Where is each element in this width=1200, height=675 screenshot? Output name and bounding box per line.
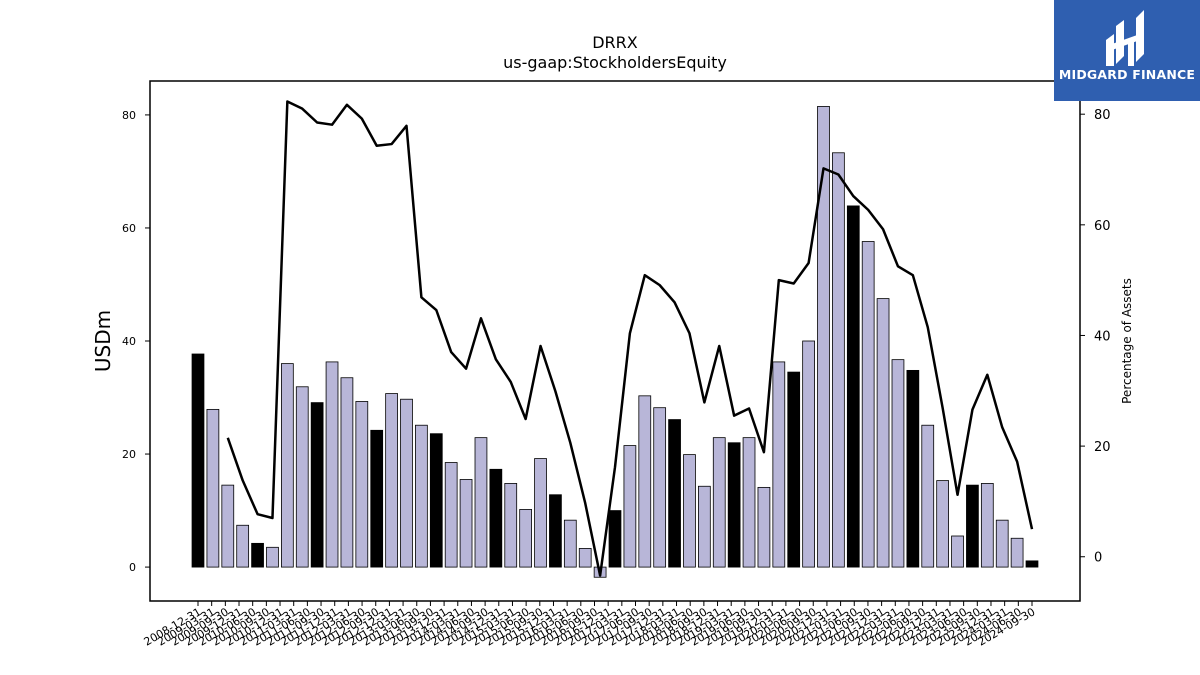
bar-14 bbox=[400, 398, 413, 568]
bar-53 bbox=[980, 483, 994, 568]
bar-12 bbox=[370, 429, 384, 568]
y2-tick-label: 40 bbox=[1094, 329, 1111, 344]
y-tick-label: 80 bbox=[122, 109, 136, 122]
chart-title: DRRX bbox=[592, 33, 638, 52]
bar-34 bbox=[698, 485, 711, 568]
bar-2 bbox=[221, 484, 235, 568]
bar-46 bbox=[876, 298, 890, 568]
bar-45 bbox=[861, 241, 875, 568]
bar-43 bbox=[832, 152, 845, 568]
bar-37 bbox=[742, 437, 756, 568]
bar-32 bbox=[668, 419, 681, 568]
bar-9 bbox=[325, 361, 339, 568]
y-tick-label: 0 bbox=[129, 561, 136, 574]
bar-4 bbox=[251, 542, 264, 568]
bar-31 bbox=[653, 407, 667, 568]
bar-42 bbox=[817, 106, 830, 568]
bar-47 bbox=[891, 359, 905, 568]
line-layer bbox=[226, 100, 1034, 577]
bar-7 bbox=[295, 386, 309, 568]
bar-51 bbox=[951, 535, 964, 568]
y-axis-left: 0 20 40 60 80 bbox=[122, 109, 150, 574]
bar-3 bbox=[236, 524, 250, 568]
bar-24 bbox=[549, 494, 562, 568]
bar-52 bbox=[966, 484, 979, 568]
bar-18 bbox=[459, 479, 473, 568]
y-tick-label: 60 bbox=[122, 222, 136, 235]
bar-30 bbox=[638, 395, 652, 568]
bars-layer bbox=[191, 106, 1039, 578]
bar-39 bbox=[772, 361, 786, 568]
midgard-logo-icon bbox=[1106, 10, 1144, 66]
bar-38 bbox=[757, 486, 771, 568]
bar-29 bbox=[623, 445, 637, 568]
chart-subtitle: us-gaap:StockholdersEquity bbox=[503, 53, 727, 72]
bar-40 bbox=[787, 371, 801, 568]
y2-tick-label: 80 bbox=[1094, 108, 1111, 123]
x-axis: 2008-12-312009-03-312009-09-302009-12-31… bbox=[142, 601, 1038, 649]
y2-tick-label: 60 bbox=[1094, 219, 1111, 234]
logo-text: MIDGARD FINANCE bbox=[1058, 67, 1196, 82]
bar-41 bbox=[802, 340, 815, 568]
bar-33 bbox=[683, 454, 696, 568]
y2-tick-label: 20 bbox=[1094, 440, 1111, 455]
bar-49 bbox=[921, 424, 935, 568]
bar-54 bbox=[995, 519, 1009, 568]
percentage-of-assets-line bbox=[226, 100, 1034, 577]
bar-17 bbox=[444, 462, 458, 568]
bar-20 bbox=[489, 468, 503, 568]
bar-1 bbox=[206, 408, 220, 568]
bar-50 bbox=[936, 480, 950, 568]
bar-25 bbox=[563, 519, 577, 568]
bar-16 bbox=[429, 433, 443, 568]
bar-36 bbox=[727, 442, 741, 568]
y2-axis-label: Percentage of Assets bbox=[1120, 278, 1134, 404]
y-axis-right: 0 20 40 60 80 bbox=[1080, 108, 1111, 566]
bar-11 bbox=[355, 401, 369, 568]
y-axis-label: USDm bbox=[91, 310, 115, 372]
bar-13 bbox=[385, 393, 398, 568]
bar-6 bbox=[280, 363, 294, 568]
bar-23 bbox=[534, 458, 547, 568]
bar-19 bbox=[474, 437, 488, 568]
bar-26 bbox=[578, 548, 592, 568]
bar-56 bbox=[1025, 560, 1039, 568]
y2-tick-label: 0 bbox=[1094, 551, 1102, 566]
bar-5 bbox=[266, 546, 279, 568]
bar-44 bbox=[846, 205, 860, 568]
bar-10 bbox=[340, 377, 354, 568]
bar-35 bbox=[712, 437, 726, 568]
bar-22 bbox=[519, 509, 533, 568]
y-tick-label: 40 bbox=[122, 335, 136, 348]
midgard-finance-logo: MIDGARD FINANCE bbox=[1054, 0, 1200, 101]
bar-0 bbox=[191, 353, 205, 568]
bar-15 bbox=[415, 424, 428, 568]
bar-8 bbox=[310, 402, 324, 568]
bar-55 bbox=[1010, 537, 1024, 568]
bar-21 bbox=[504, 483, 518, 568]
bar-48 bbox=[906, 369, 920, 568]
y-tick-label: 20 bbox=[122, 448, 136, 461]
bar-28 bbox=[608, 510, 622, 568]
